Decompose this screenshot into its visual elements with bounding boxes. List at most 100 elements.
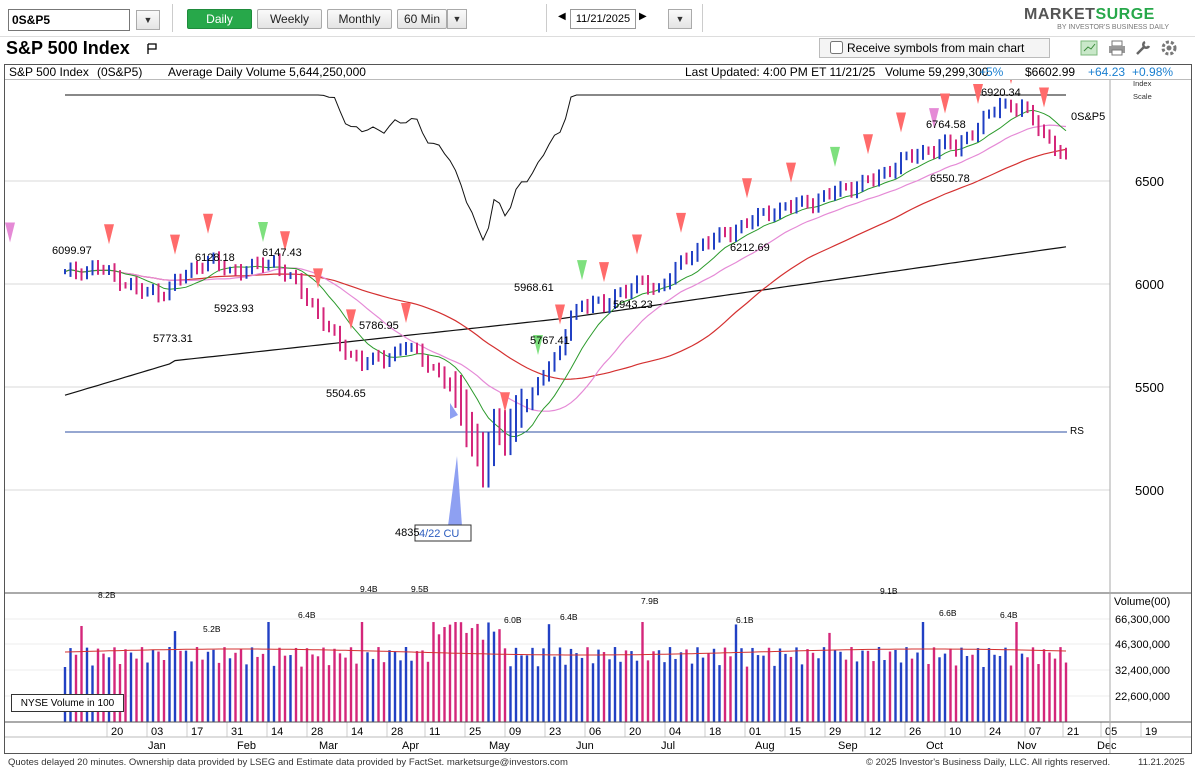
volume-bar bbox=[492, 631, 496, 722]
volume-bar bbox=[371, 658, 375, 722]
x-day-label: 26 bbox=[909, 726, 921, 738]
volume-bar bbox=[289, 655, 292, 722]
x-month-label: Sep bbox=[838, 740, 858, 752]
price-annotation: 6764.58 bbox=[926, 119, 966, 131]
daily-button[interactable]: Daily bbox=[187, 9, 252, 29]
volume-bar bbox=[619, 661, 622, 722]
x-day-label: 25 bbox=[469, 726, 481, 738]
relative-strength-line bbox=[65, 94, 1066, 242]
signal-marker bbox=[632, 234, 642, 255]
signal-marker bbox=[1009, 80, 1013, 85]
volume-annotation: 6.4B bbox=[298, 610, 316, 620]
volume-bar bbox=[85, 647, 89, 722]
prev-date-button[interactable]: ◀ bbox=[558, 11, 566, 22]
top-toolbar: ▼ Daily Weekly Monthly 60 Min ▼ ◀ ▶ ▼ MA… bbox=[0, 0, 1195, 37]
receive-symbols-checkbox[interactable] bbox=[830, 41, 843, 54]
volume-bar bbox=[685, 649, 688, 722]
chart-frame bbox=[4, 64, 1192, 754]
x-day-label: 01 bbox=[749, 726, 761, 738]
symbol-dropdown-button[interactable]: ▼ bbox=[136, 10, 160, 30]
volume-bar bbox=[448, 624, 452, 722]
y-tick-label: 6500 bbox=[1135, 174, 1164, 189]
next-date-button[interactable]: ▶ bbox=[639, 11, 647, 22]
volume-bar bbox=[806, 649, 809, 722]
volume-annotation: 6.0B bbox=[504, 615, 522, 625]
ma-200-line bbox=[64, 246, 1067, 396]
print-icon[interactable] bbox=[1108, 39, 1126, 57]
volume-bar bbox=[1042, 649, 1046, 722]
volume-bar bbox=[657, 650, 661, 722]
x-day-label: 17 bbox=[191, 726, 203, 738]
settings-gear-icon[interactable] bbox=[1160, 39, 1178, 57]
volume-bar bbox=[635, 660, 639, 722]
chart-info-bar: S&P 500 Index (0S&P5) Average Daily Volu… bbox=[5, 65, 1191, 80]
logo-text-surge: SURGE bbox=[1095, 6, 1155, 23]
x-month-label: Feb bbox=[237, 740, 256, 752]
price-annotation: 6550.78 bbox=[930, 173, 970, 185]
signal-marker bbox=[203, 213, 213, 234]
symbol-input[interactable] bbox=[8, 9, 130, 31]
last-price: $6602.99 bbox=[1025, 65, 1076, 79]
60min-button[interactable]: 60 Min bbox=[397, 9, 447, 29]
pattern-label: 4/22 CU bbox=[419, 528, 459, 540]
volume-bar bbox=[899, 662, 903, 722]
volume-bar bbox=[762, 655, 765, 722]
volume-bar bbox=[162, 660, 166, 722]
y-tick-label: 5500 bbox=[1135, 380, 1164, 395]
signal-marker bbox=[742, 178, 752, 199]
flag-icon[interactable] bbox=[146, 43, 158, 55]
signal-marker bbox=[280, 231, 290, 252]
signal-marker bbox=[896, 112, 906, 133]
volume-bar bbox=[580, 657, 584, 722]
volume-bar bbox=[817, 658, 820, 722]
price-change-percent: +0.98% bbox=[1132, 65, 1174, 79]
volume-bar bbox=[256, 656, 259, 722]
x-month-label: Jul bbox=[661, 740, 675, 752]
pattern-label-box[interactable] bbox=[414, 524, 472, 542]
volume-bar bbox=[272, 665, 276, 722]
signal-marker bbox=[170, 234, 180, 255]
x-day-label: 09 bbox=[509, 726, 521, 738]
price-chart[interactable]: 4/22 CU 6099.97 6128.18 6147.43 5773.31 5923… bbox=[5, 80, 1191, 753]
price-annotation: 6128.18 bbox=[195, 252, 235, 264]
x-day-label: 15 bbox=[789, 726, 801, 738]
volume-bar bbox=[965, 656, 969, 722]
weekly-button[interactable]: Weekly bbox=[257, 9, 322, 29]
x-month-label: Dec bbox=[1097, 740, 1117, 752]
chevron-down-icon: ▼ bbox=[675, 14, 685, 24]
monthly-button[interactable]: Monthly bbox=[327, 9, 392, 29]
volume-value: Volume 59,299,300 bbox=[885, 65, 989, 79]
volume-bar bbox=[135, 658, 138, 722]
volume-bar bbox=[1015, 622, 1018, 722]
volume-bar bbox=[360, 622, 364, 722]
toolbar-divider bbox=[702, 4, 703, 32]
x-month-label: Nov bbox=[1017, 740, 1037, 752]
x-month-label: May bbox=[489, 740, 510, 752]
interval-dropdown-button[interactable]: ▼ bbox=[447, 9, 467, 29]
volume-bar bbox=[564, 664, 567, 722]
tools-icon[interactable] bbox=[1134, 39, 1152, 57]
signal-marker bbox=[973, 83, 983, 104]
volume-annotation: 8.2B bbox=[98, 590, 116, 600]
volume-bar bbox=[404, 647, 408, 722]
price-annotation: 5968.61 bbox=[514, 282, 554, 294]
volume-bar bbox=[140, 647, 144, 722]
volume-bar bbox=[234, 652, 237, 722]
x-month-label: Oct bbox=[926, 740, 943, 752]
price-annotation: 5786.95 bbox=[359, 320, 399, 332]
volume-bar bbox=[421, 650, 424, 722]
expand-chart-icon[interactable] bbox=[1080, 39, 1098, 57]
volume-bar bbox=[459, 622, 463, 722]
signal-marker bbox=[577, 260, 587, 281]
toolbar-divider bbox=[172, 4, 173, 32]
date-dropdown-button[interactable]: ▼ bbox=[668, 9, 692, 29]
volume-bar bbox=[641, 622, 644, 722]
volume-bar bbox=[608, 659, 611, 722]
receive-symbols-toggle[interactable]: Receive symbols from main chart bbox=[819, 38, 1050, 58]
date-input[interactable] bbox=[570, 9, 636, 29]
receive-symbols-label: Receive symbols from main chart bbox=[847, 41, 1025, 55]
volume-bar bbox=[1031, 647, 1035, 722]
volume-bar bbox=[173, 631, 177, 722]
volume-bar bbox=[652, 651, 655, 722]
price-annotation: 4835 bbox=[395, 527, 419, 539]
